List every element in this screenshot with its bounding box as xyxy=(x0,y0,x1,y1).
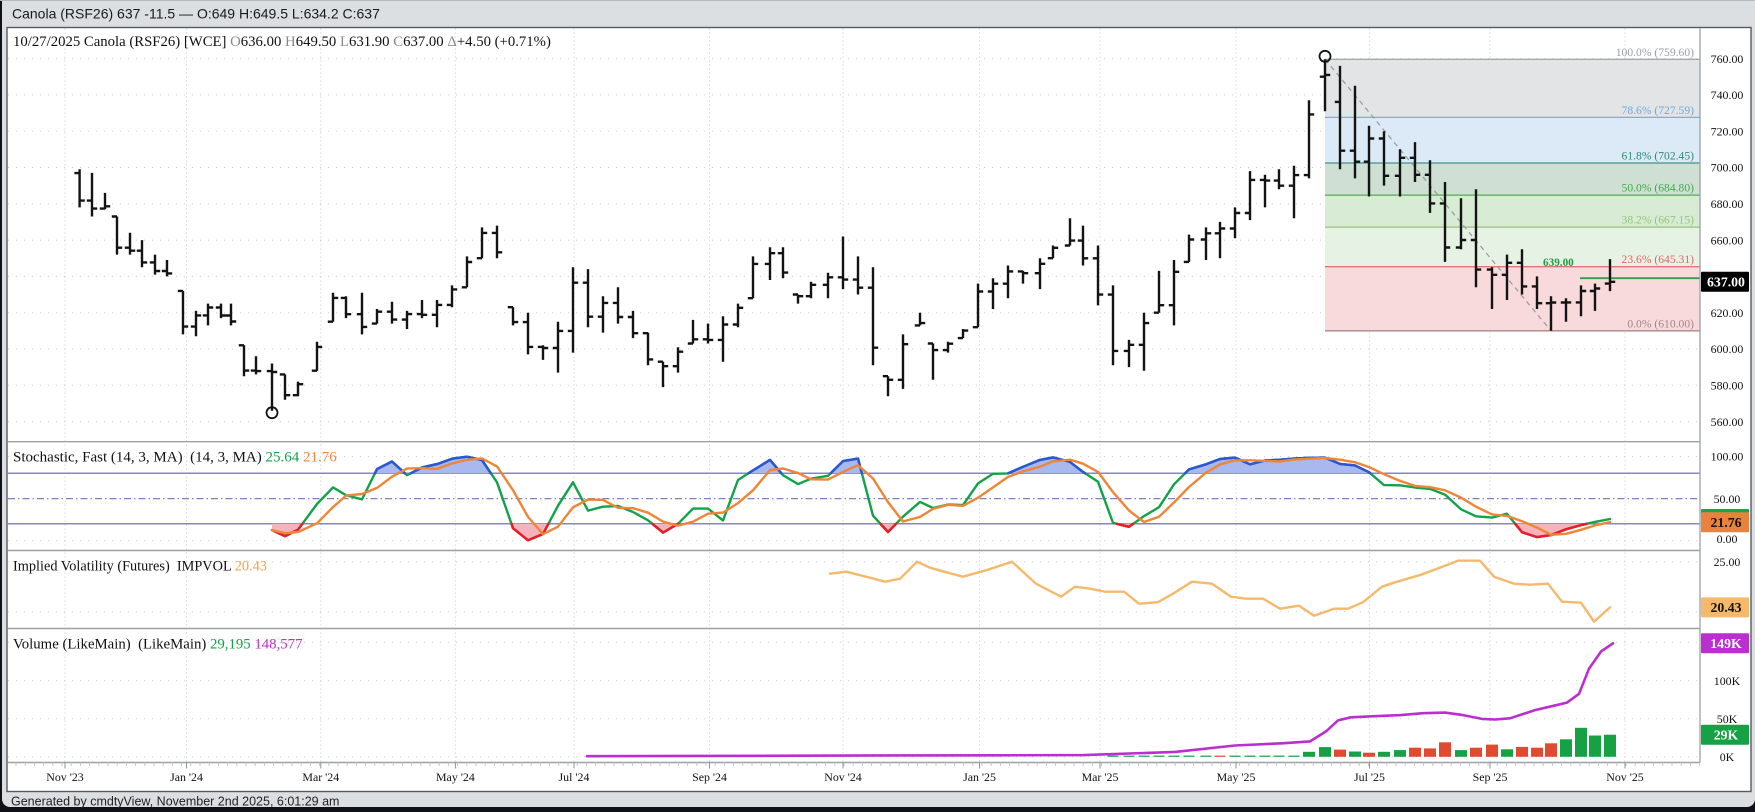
svg-text:Mar '25: Mar '25 xyxy=(1082,770,1119,784)
svg-text:78.6% (727.59): 78.6% (727.59) xyxy=(1622,104,1695,117)
svg-text:149K: 149K xyxy=(1710,636,1742,651)
svg-text:760.00: 760.00 xyxy=(1711,52,1744,66)
svg-text:Jan '24: Jan '24 xyxy=(170,770,203,784)
svg-text:29K: 29K xyxy=(1714,728,1739,743)
svg-text:680.00: 680.00 xyxy=(1711,197,1744,211)
svg-text:50K: 50K xyxy=(1717,712,1738,726)
svg-text:38.2% (667.15): 38.2% (667.15) xyxy=(1622,214,1695,227)
svg-text:100K: 100K xyxy=(1714,674,1741,688)
svg-text:Generated by cmdtyView, Novemb: Generated by cmdtyView, November 2nd 202… xyxy=(11,795,339,809)
svg-text:May '24: May '24 xyxy=(436,770,475,784)
svg-text:620.00: 620.00 xyxy=(1711,306,1744,320)
svg-text:740.00: 740.00 xyxy=(1711,88,1744,102)
svg-text:Sep '24: Sep '24 xyxy=(692,770,727,784)
svg-text:Canola (RSF26) 637 -11.5 — O:6: Canola (RSF26) 637 -11.5 — O:649 H:649.5… xyxy=(12,6,380,22)
svg-text:50.00: 50.00 xyxy=(1714,492,1741,506)
svg-text:Nov '23: Nov '23 xyxy=(46,770,84,784)
svg-text:20.43: 20.43 xyxy=(1710,600,1741,615)
svg-text:100.00: 100.00 xyxy=(1711,450,1744,464)
svg-text:Sep '25: Sep '25 xyxy=(1473,770,1508,784)
svg-text:637.00: 637.00 xyxy=(1707,275,1745,290)
svg-text:Jul '25: Jul '25 xyxy=(1354,770,1385,784)
svg-text:700.00: 700.00 xyxy=(1711,161,1744,175)
svg-text:660.00: 660.00 xyxy=(1711,233,1744,247)
svg-text:21.76: 21.76 xyxy=(1710,515,1741,530)
svg-text:0K: 0K xyxy=(1720,750,1735,764)
svg-text:Stochastic, Fast (14, 3, MA): Stochastic, Fast (14, 3, MA) (14, 3, MA)… xyxy=(13,450,337,466)
svg-text:Nov '24: Nov '24 xyxy=(824,770,862,784)
svg-text:23.6% (645.31): 23.6% (645.31) xyxy=(1622,253,1695,266)
svg-text:0.0% (610.00): 0.0% (610.00) xyxy=(1627,317,1694,330)
svg-text:560.00: 560.00 xyxy=(1711,415,1744,429)
svg-text:Nov '25: Nov '25 xyxy=(1606,770,1644,784)
svg-text:720.00: 720.00 xyxy=(1711,124,1744,138)
svg-text:Volume (LikeMain) (LikeMain): Volume (LikeMain) (LikeMain) 29,195 148,… xyxy=(13,637,302,653)
svg-text:600.00: 600.00 xyxy=(1711,342,1744,356)
svg-text:0.00: 0.00 xyxy=(1717,532,1738,546)
svg-text:Jan '25: Jan '25 xyxy=(963,770,996,784)
svg-text:Implied Volatility (Futures): Implied Volatility (Futures) IMPVOL 20.4… xyxy=(13,559,267,575)
svg-text:25.00: 25.00 xyxy=(1714,555,1741,569)
svg-text:61.8% (702.45): 61.8% (702.45) xyxy=(1622,150,1695,163)
svg-text:Jul '24: Jul '24 xyxy=(559,770,590,784)
svg-text:639.00: 639.00 xyxy=(1543,257,1574,269)
svg-text:580.00: 580.00 xyxy=(1711,379,1744,393)
svg-text:Mar '24: Mar '24 xyxy=(302,770,339,784)
svg-text:100.0% (759.60): 100.0% (759.60) xyxy=(1616,46,1694,59)
svg-text:May '25: May '25 xyxy=(1217,770,1256,784)
svg-text:50.0% (684.80): 50.0% (684.80) xyxy=(1622,182,1695,195)
svg-text:10/27/2025 Canola (RSF26) [WCE: 10/27/2025 Canola (RSF26) [WCE] O636.00 … xyxy=(13,34,551,50)
